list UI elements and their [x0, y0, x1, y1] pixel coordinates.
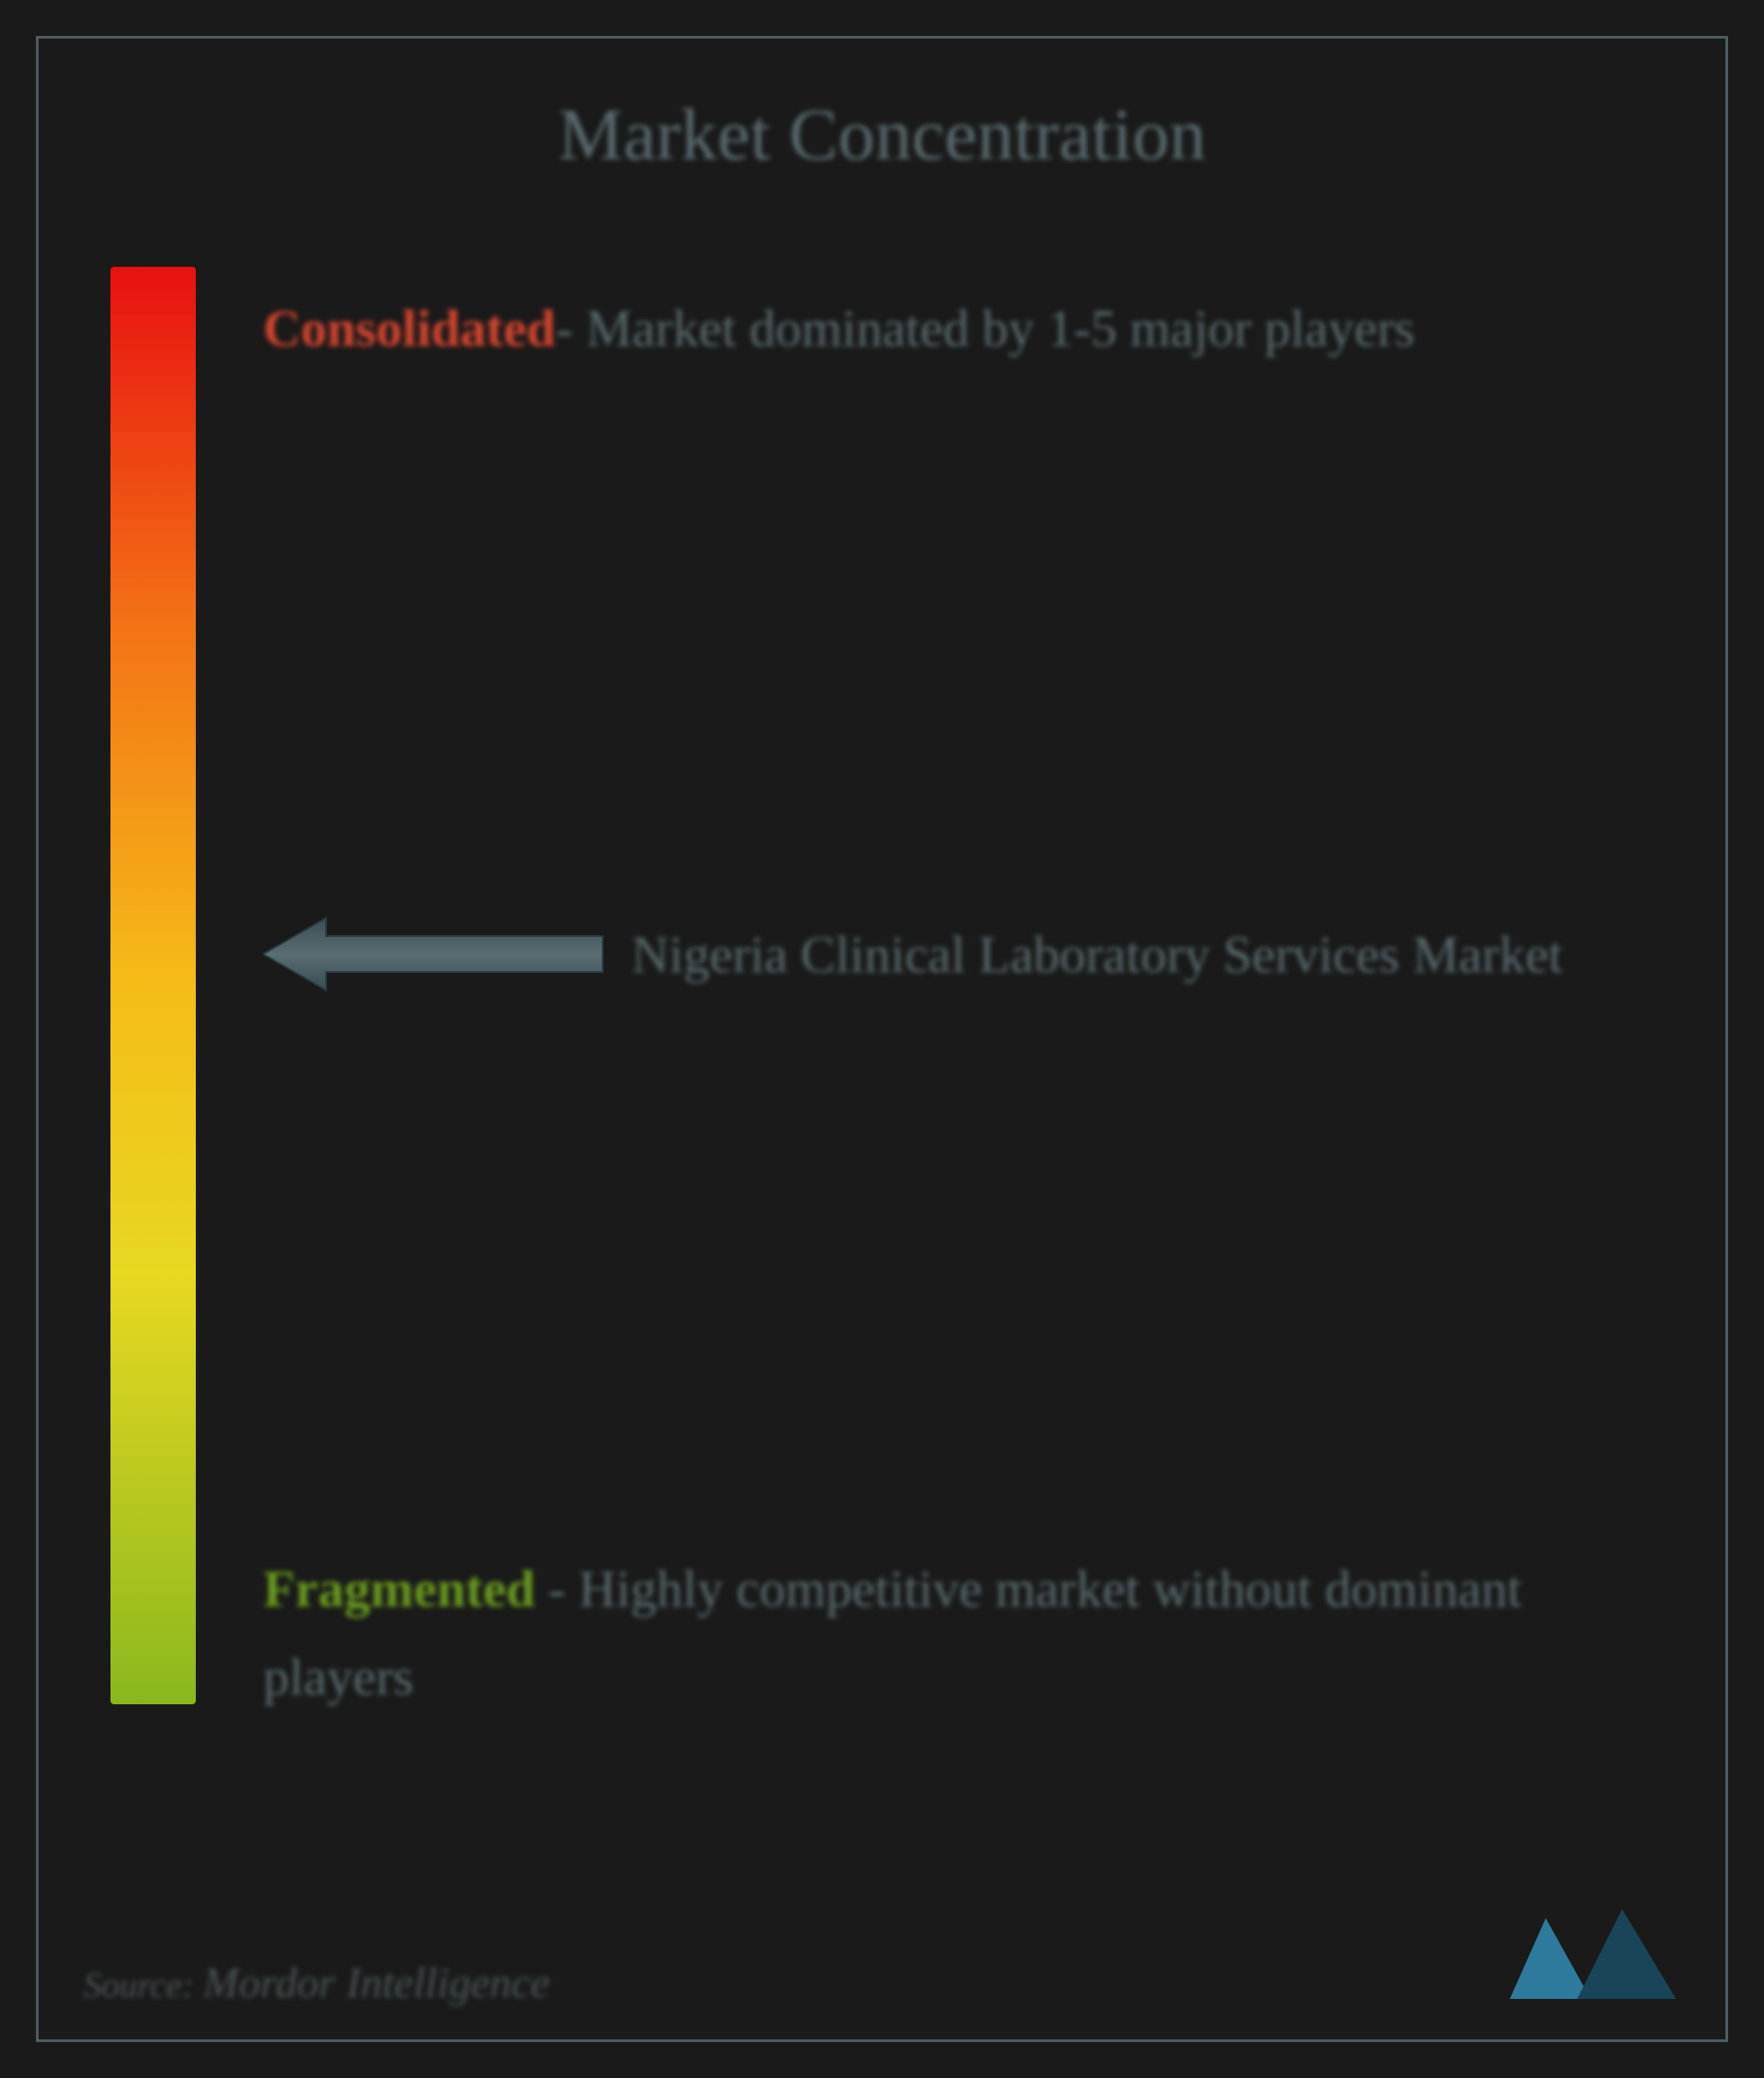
consolidated-description: - Market dominated by 1-5 major players: [556, 299, 1416, 358]
source-name: Mordor Intelligence: [203, 1959, 550, 2007]
source-prefix: Source:: [84, 1965, 203, 2005]
consolidated-section: Consolidated- Market dominated by 1-5 ma…: [263, 285, 1415, 374]
footer: Source: Mordor Intelligence: [84, 1900, 1680, 2008]
source-attribution: Source: Mordor Intelligence: [84, 1959, 550, 2008]
main-content: Consolidated- Market dominated by 1-5 ma…: [84, 267, 1680, 1776]
infographic-container: Market Concentration Consolidated- Marke…: [0, 0, 1764, 2078]
text-area: Consolidated- Market dominated by 1-5 ma…: [263, 267, 1636, 1776]
market-position-indicator: Nigeria Clinical Laboratory Services Mar…: [263, 914, 1563, 995]
page-title: Market Concentration: [84, 93, 1680, 177]
bordered-content: Market Concentration Consolidated- Marke…: [36, 36, 1728, 2042]
market-name-label: Nigeria Clinical Laboratory Services Mar…: [631, 915, 1563, 994]
fragmented-label: Fragmented: [263, 1560, 535, 1618]
fragmented-section: Fragmented - Highly competitive market w…: [263, 1545, 1636, 1722]
concentration-gradient-bar: [110, 267, 196, 1704]
left-arrow-icon: [263, 914, 604, 995]
consolidated-label: Consolidated: [263, 299, 556, 358]
mordor-logo-icon: [1501, 1900, 1680, 2008]
